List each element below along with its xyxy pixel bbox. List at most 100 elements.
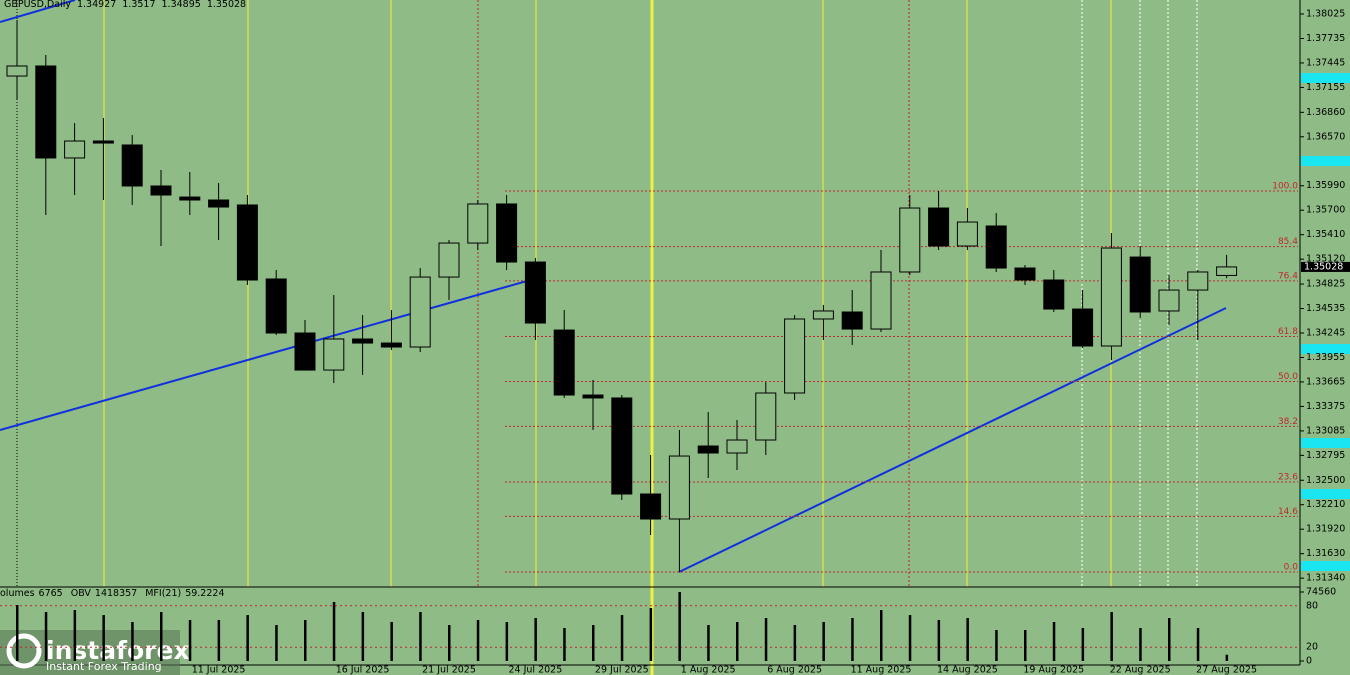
indicator-header: olumes 6765 OBV 1418357 MFI(21) 59.2224 bbox=[0, 588, 225, 599]
candle-body bbox=[208, 199, 230, 208]
y-tick-label: 0 bbox=[1306, 656, 1312, 667]
volume-bar bbox=[793, 625, 797, 661]
y-tick-label: 1.32795 bbox=[1306, 450, 1345, 461]
volume-bar bbox=[73, 610, 77, 661]
volume-bar bbox=[1110, 612, 1113, 661]
volume-bar bbox=[649, 608, 653, 661]
x-tick-label: 21 Jul 2025 bbox=[422, 665, 476, 675]
y-tick-label: 1.37445 bbox=[1306, 57, 1345, 68]
volume-bar bbox=[678, 592, 681, 661]
candle-body bbox=[92, 140, 114, 144]
x-tick-label: 14 Aug 2025 bbox=[937, 665, 998, 675]
y-tick-label: 1.36570 bbox=[1306, 131, 1345, 142]
candle-body bbox=[899, 207, 921, 273]
volume-bar bbox=[361, 612, 365, 661]
candle-body bbox=[467, 203, 489, 244]
y-tick-label: 1.37155 bbox=[1306, 82, 1345, 93]
candle-body bbox=[582, 394, 604, 399]
candle-body bbox=[380, 342, 402, 348]
volume-bar bbox=[764, 618, 768, 661]
x-tick-label: 19 Aug 2025 bbox=[1023, 665, 1084, 675]
y-tick-label: 1.31630 bbox=[1306, 548, 1345, 559]
y-tick-label: 1.38025 bbox=[1306, 9, 1345, 20]
candle-body bbox=[1072, 308, 1094, 347]
y-tick-label: 1.33085 bbox=[1306, 425, 1345, 436]
candle-body bbox=[121, 144, 143, 187]
volume-bar bbox=[1139, 628, 1142, 661]
y-tick-label: 1.33375 bbox=[1306, 401, 1345, 412]
candle-body bbox=[236, 204, 258, 281]
volume-bar bbox=[44, 612, 48, 661]
candle-body bbox=[1014, 267, 1036, 281]
candle-body bbox=[1187, 271, 1209, 291]
y-tick-label: 1.32210 bbox=[1306, 499, 1345, 510]
candle-body bbox=[496, 203, 518, 263]
indicator-name: OBV bbox=[71, 588, 92, 599]
candle-body bbox=[784, 318, 806, 394]
volume-bar bbox=[102, 615, 105, 661]
fib-label: 61.8 bbox=[1278, 327, 1298, 337]
candle-body bbox=[1043, 279, 1065, 310]
fib-label: 23.6 bbox=[1278, 473, 1298, 483]
chart-header: GBPUSD,Daily 1.34927 1.3517 1.34895 1.35028 bbox=[4, 0, 246, 10]
x-tick-label: 22 Aug 2025 bbox=[1110, 665, 1171, 675]
y-tick-label: 74560 bbox=[1306, 587, 1336, 598]
volume-bar bbox=[534, 618, 537, 661]
volume-bar bbox=[592, 625, 595, 661]
indicator-value: 6765 bbox=[39, 588, 63, 599]
volume-bar bbox=[966, 618, 969, 661]
logo: instaforex Instant Forex Trading bbox=[0, 630, 190, 675]
level-marker bbox=[1301, 344, 1350, 354]
indicator-name: MFI(21) bbox=[145, 588, 181, 599]
y-tick-label: 1.35990 bbox=[1306, 180, 1345, 191]
indicator-value: 1418357 bbox=[95, 588, 137, 599]
fib-label: 0.0 bbox=[1284, 562, 1299, 572]
volume-bar bbox=[851, 618, 854, 661]
volume-bar bbox=[332, 602, 336, 661]
volume-bar bbox=[188, 620, 192, 661]
ohlc-open: 1.34927 bbox=[77, 0, 116, 10]
volume-bar bbox=[822, 622, 825, 661]
volume-bar bbox=[160, 612, 163, 661]
candle-body bbox=[1100, 247, 1122, 347]
candle-body bbox=[956, 221, 978, 247]
volume-bar bbox=[620, 615, 624, 661]
x-tick-label: 29 Jul 2025 bbox=[595, 665, 649, 675]
y-tick-label: 1.35120 bbox=[1306, 254, 1345, 265]
candle-body bbox=[524, 261, 546, 324]
y-tick-label: 1.37735 bbox=[1306, 33, 1345, 44]
volume-bar bbox=[275, 625, 278, 661]
candle-body bbox=[265, 278, 287, 334]
candle-body bbox=[755, 392, 777, 441]
fib-label: 76.4 bbox=[1278, 271, 1298, 281]
trend-line bbox=[678, 307, 1227, 573]
y-tick-label: 1.34535 bbox=[1306, 303, 1345, 314]
candle-body bbox=[553, 329, 575, 396]
volume-bar bbox=[937, 620, 941, 661]
candle-body bbox=[697, 445, 719, 454]
y-tick-label: 1.34245 bbox=[1306, 328, 1345, 339]
candle-body bbox=[1129, 256, 1151, 313]
fib-label: 100.0 bbox=[1272, 181, 1298, 191]
volume-bar bbox=[1081, 628, 1085, 661]
x-tick-label: 1 Aug 2025 bbox=[681, 665, 736, 675]
candle-body bbox=[1216, 266, 1238, 276]
candle-body bbox=[841, 311, 863, 330]
volume-bar bbox=[476, 620, 480, 661]
candle-body bbox=[35, 65, 57, 159]
candle-body bbox=[812, 310, 834, 320]
volume-bar bbox=[1052, 622, 1056, 661]
x-tick-label: 27 Aug 2025 bbox=[1196, 665, 1257, 675]
volume-bar bbox=[1225, 654, 1229, 661]
price-marker-label: 1.35028 bbox=[1304, 261, 1343, 272]
fib-label: 14.6 bbox=[1278, 507, 1298, 517]
candle-body bbox=[409, 276, 431, 348]
y-tick-label: 1.31340 bbox=[1306, 573, 1345, 584]
symbol: GBPUSD,Daily bbox=[4, 0, 71, 10]
price-marker bbox=[1301, 261, 1350, 272]
y-tick-label: 1.36860 bbox=[1306, 107, 1345, 118]
volume-bar bbox=[880, 610, 883, 661]
volume-bar bbox=[246, 615, 249, 661]
